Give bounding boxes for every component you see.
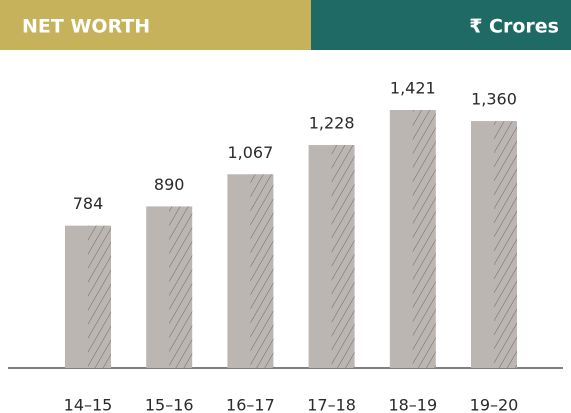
- value-label: 1,067: [227, 143, 273, 162]
- header-right: [311, 0, 571, 50]
- bar-hatch: [412, 110, 436, 368]
- bar-hatch: [250, 174, 274, 368]
- bar-hatch: [494, 121, 517, 368]
- x-tick-label: 17–18: [307, 396, 356, 413]
- x-tick-label: 14–15: [64, 396, 113, 413]
- value-label: 1,421: [390, 79, 436, 98]
- bar-hatch: [88, 225, 111, 368]
- header-left: [0, 0, 311, 50]
- bar-hatch: [169, 206, 193, 368]
- bar-hatch: [331, 145, 355, 368]
- value-label: 890: [154, 175, 185, 194]
- unit-label: ₹ Crores: [469, 16, 559, 38]
- value-label: 784: [73, 194, 104, 213]
- x-tick-label: 16–17: [226, 396, 275, 413]
- chart-title: NET WORTH: [22, 16, 150, 38]
- x-tick-label: 19–20: [470, 396, 519, 413]
- value-label: 1,228: [309, 114, 355, 133]
- x-tick-label: 15–16: [145, 396, 194, 413]
- x-tick-label: 18–19: [388, 396, 437, 413]
- value-label: 1,360: [471, 90, 517, 109]
